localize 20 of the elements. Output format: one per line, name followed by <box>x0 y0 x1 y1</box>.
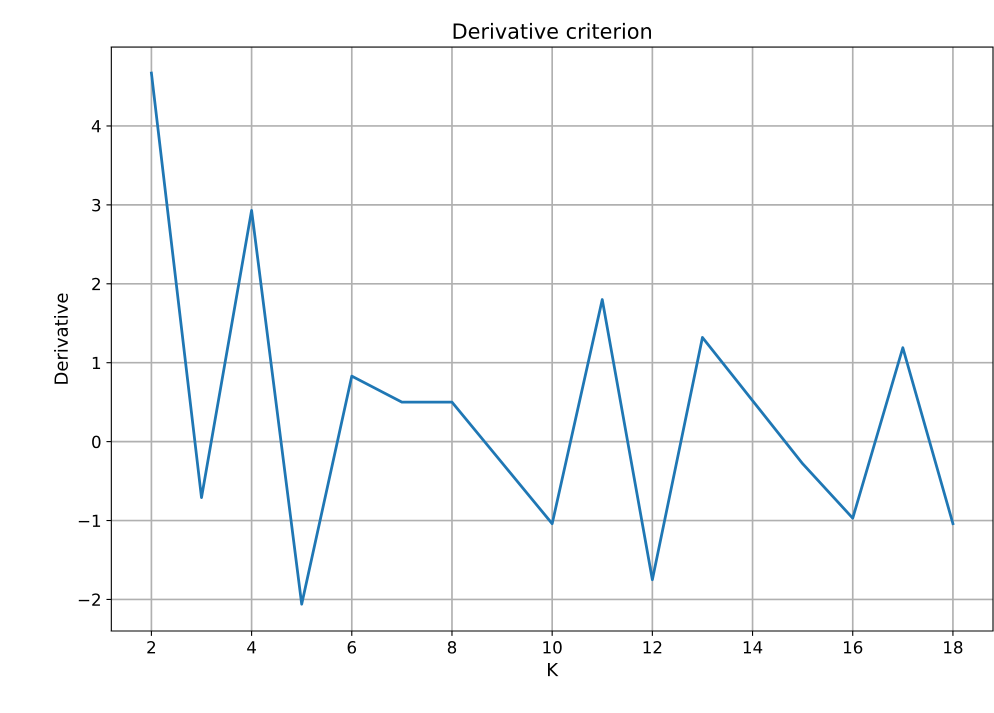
x-tick-label: 12 <box>644 641 662 654</box>
y-tick-label: 1 <box>92 356 100 370</box>
x-axis-title: K <box>548 662 558 676</box>
y-tick-label: 3 <box>92 198 100 212</box>
x-tick-label: 16 <box>844 641 862 654</box>
y-tick-label: 2 <box>92 278 100 290</box>
y-tick-label: −2 <box>78 593 100 606</box>
y-axis-title: Derivative <box>54 293 68 384</box>
chart-title: Derivative criterion <box>454 22 651 40</box>
x-tick-label: 2 <box>147 641 156 654</box>
x-tick-label: 8 <box>448 641 456 654</box>
x-tick-label: 6 <box>348 641 356 654</box>
y-tick-label: 4 <box>92 120 101 132</box>
line-series <box>150 72 954 606</box>
y-tick-label: 0 <box>92 436 100 448</box>
x-tick-label: 18 <box>944 641 962 654</box>
x-tick-label: 10 <box>543 641 562 654</box>
x-tick-label: 4 <box>247 641 256 654</box>
y-tick-label: −1 <box>78 514 100 527</box>
x-tick-label: 14 <box>744 641 762 654</box>
